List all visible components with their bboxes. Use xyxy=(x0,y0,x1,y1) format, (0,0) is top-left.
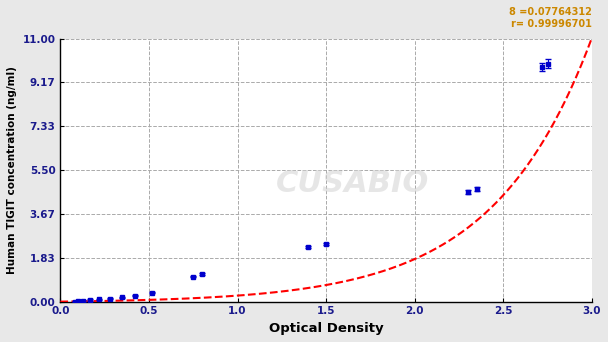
Text: 8 =0.07764312
r= 0.99996701: 8 =0.07764312 r= 0.99996701 xyxy=(509,7,592,29)
Y-axis label: Human TIGIT concentration (ng/ml): Human TIGIT concentration (ng/ml) xyxy=(7,66,17,274)
Text: CUSABIO: CUSABIO xyxy=(276,169,429,198)
X-axis label: Optical Density: Optical Density xyxy=(269,322,384,335)
